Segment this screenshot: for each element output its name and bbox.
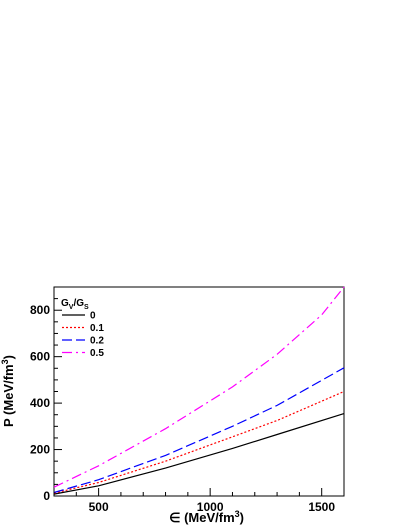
legend-label-1: 0.1 — [90, 323, 104, 334]
plot-frame — [53, 286, 345, 497]
series-layer — [53, 286, 345, 495]
x-tick-label-1: 1000 — [197, 500, 224, 514]
y-tick-label-0: 0 — [43, 489, 50, 503]
y-tick-label-4: 800 — [30, 303, 50, 317]
legend-label-2: 0.2 — [90, 336, 104, 347]
legend-title: GV/GS — [61, 298, 89, 311]
legend-label-3: 0.5 — [90, 348, 104, 359]
legend-label-0: 0 — [90, 311, 96, 322]
y-tick-label-1: 200 — [30, 443, 50, 457]
x-axis-label: ∈ (MeV/fm3) — [169, 509, 244, 525]
series-line-1 — [53, 390, 345, 494]
series-line-0 — [53, 413, 345, 495]
y-tick-label-3: 600 — [30, 350, 50, 364]
y-tick-label-2: 400 — [30, 396, 50, 410]
series-line-3 — [53, 286, 345, 488]
x-tick-label-0: 500 — [89, 500, 109, 514]
y-axis-label: P (MeV/fm3) — [0, 355, 16, 427]
series-line-2 — [53, 367, 345, 494]
ticks-layer: 500 1000 1500 0 200 400 600 800 — [30, 286, 345, 514]
x-tick-label-2: 1500 — [308, 500, 335, 514]
